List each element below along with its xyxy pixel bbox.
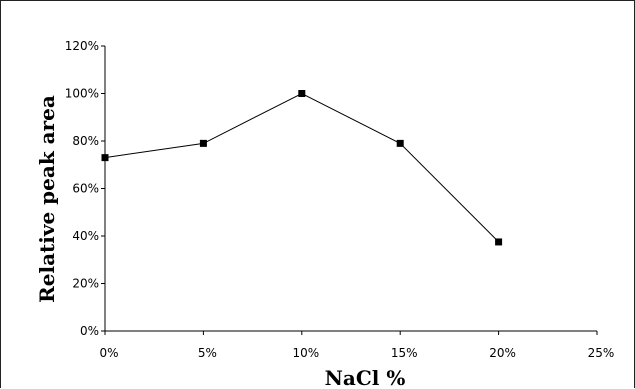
- axes: [104, 46, 597, 332]
- x-tick-label: 5%: [198, 346, 217, 360]
- y-axis-label: Relative peak area: [35, 95, 59, 303]
- series-line: [104, 92, 499, 243]
- y-tick-label: 40%: [72, 229, 99, 243]
- data-point-marker: [101, 154, 109, 162]
- y-tick-label: 20%: [72, 277, 99, 291]
- x-axis-ticks: 0% 5% 10% 15% 20% 25%: [99, 331, 614, 360]
- x-axis-label: NaCl %: [325, 366, 406, 389]
- data-point-marker: [495, 238, 503, 246]
- x-tick-label: 20%: [489, 346, 516, 360]
- y-tick-label: 60%: [72, 182, 99, 196]
- data-series: [101, 90, 503, 246]
- y-axis-ticks: 0% 20% 40% 60% 80% 100% 120%: [65, 39, 105, 338]
- x-tick-label: 0%: [99, 346, 118, 360]
- y-tick-label: 0%: [80, 324, 99, 338]
- y-tick-label: 100%: [65, 87, 99, 101]
- data-point-marker: [298, 90, 306, 97]
- data-point-marker: [396, 139, 404, 147]
- x-tick-label: 25%: [588, 346, 615, 360]
- x-tick-label: 10%: [292, 346, 319, 360]
- x-tick-label: 15%: [391, 346, 418, 360]
- data-point-marker: [199, 139, 207, 147]
- y-tick-label: 120%: [65, 39, 99, 53]
- y-tick-label: 80%: [72, 134, 99, 148]
